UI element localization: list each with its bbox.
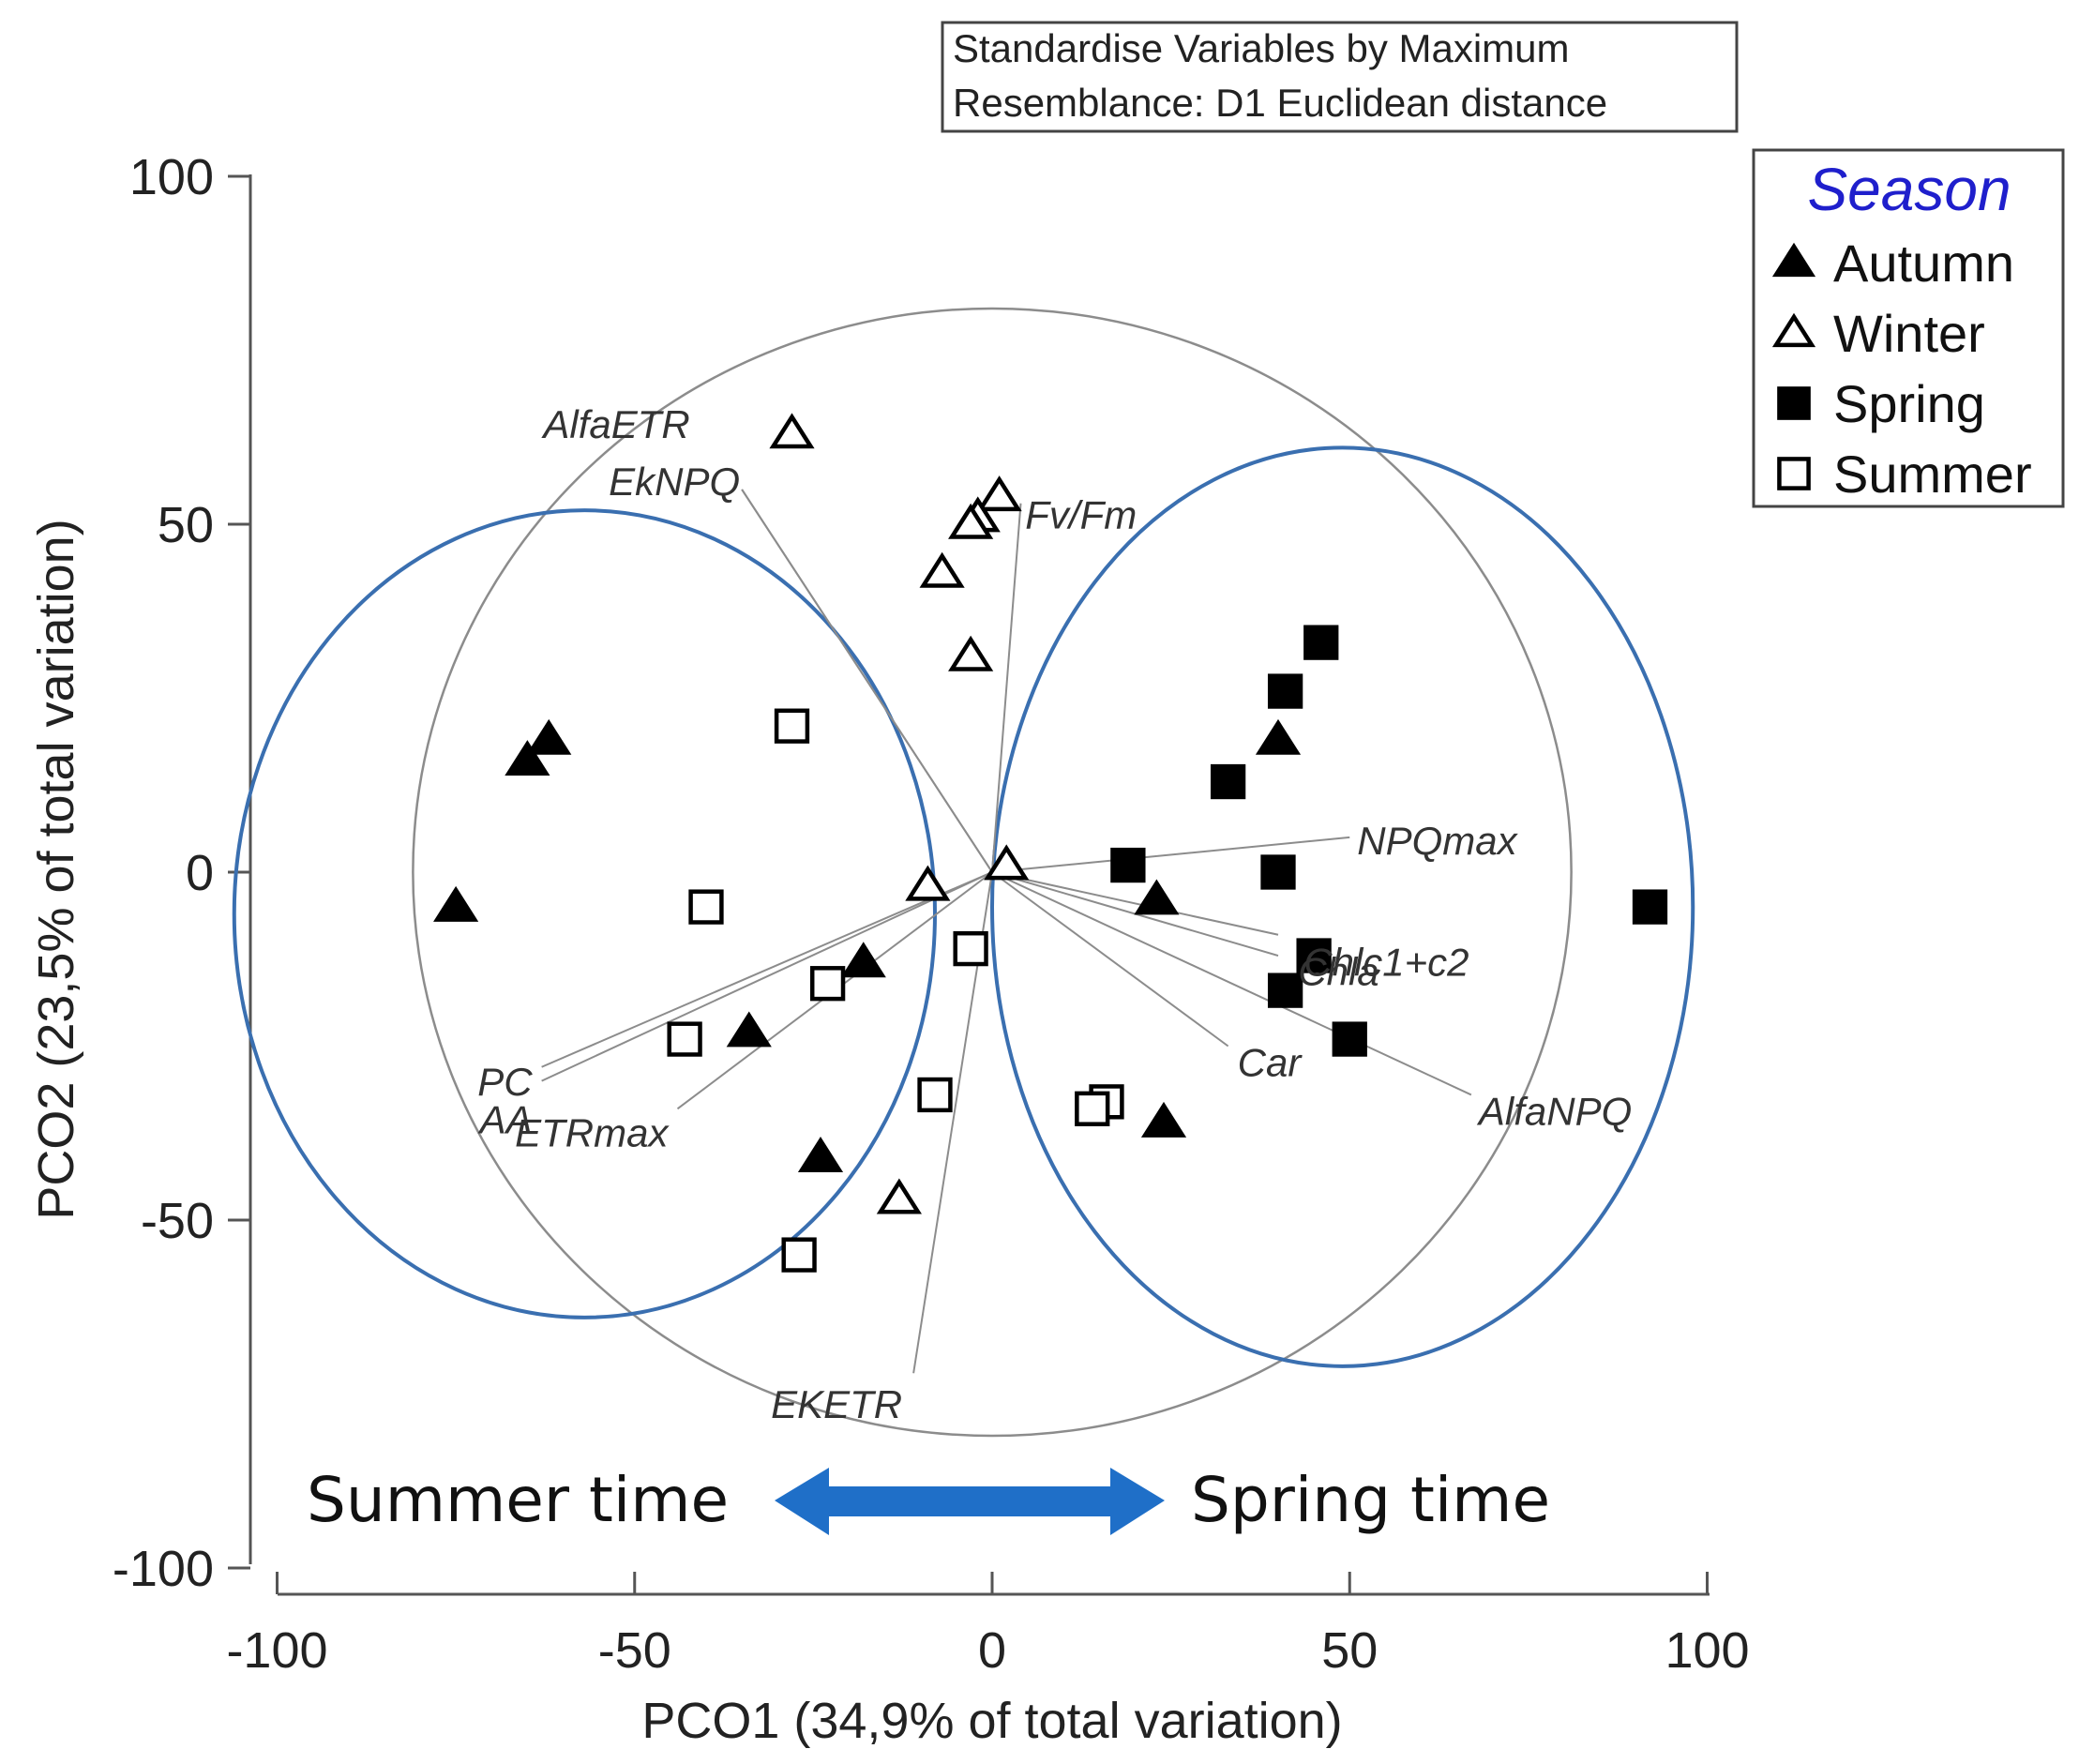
vector-line <box>991 871 1229 1048</box>
autumn-point <box>1140 1101 1187 1138</box>
legend-marker-autumn <box>1771 242 1816 278</box>
legend-label-winter: Winter <box>1833 304 1985 363</box>
autumn-point <box>840 942 886 978</box>
vector-line <box>991 503 1022 873</box>
summer-point <box>917 1077 953 1113</box>
summer-point <box>667 1021 702 1057</box>
winter-point <box>976 475 1022 512</box>
winter-point <box>905 865 951 901</box>
vector-label: Car <box>1238 1041 1303 1085</box>
vector-line <box>541 871 993 1068</box>
vectors <box>541 489 1472 1374</box>
vector-label: ETRmax <box>515 1110 670 1154</box>
vector-line <box>741 489 993 873</box>
ellipses <box>232 307 1695 1438</box>
summer-point <box>809 966 846 1002</box>
winter-point <box>948 635 994 671</box>
y-axis-title: PCO2 (23,5% of total variation) <box>28 519 84 1219</box>
vector-line <box>991 836 1350 873</box>
autumn-point <box>726 1011 772 1048</box>
winter-point <box>919 551 965 588</box>
vector-label: AA <box>477 1098 533 1142</box>
vector-label: EKETR <box>771 1382 902 1426</box>
info-line-2: Resemblance: D1 Euclidean distance <box>953 81 1607 125</box>
summer-point <box>774 708 810 744</box>
autumn-point <box>433 885 479 922</box>
legend-marker-spring <box>1777 386 1811 420</box>
autumn-point <box>797 1137 844 1172</box>
x-tick-label: -100 <box>226 1622 327 1679</box>
spring-point <box>1332 1021 1367 1057</box>
spring-point <box>1303 625 1339 660</box>
legend-label-summer: Summer <box>1833 445 2032 504</box>
spring-point <box>1267 972 1303 1008</box>
vector-label: AlfaETR <box>540 402 689 446</box>
spring-point <box>1110 847 1146 883</box>
double-arrow <box>775 1468 1165 1535</box>
x-tick-label: 100 <box>1665 1622 1749 1679</box>
winter-point <box>769 413 815 449</box>
winter-point <box>984 844 1030 881</box>
data-points <box>433 413 1668 1273</box>
vector-line <box>541 871 993 1082</box>
vector-label: EkNPQ <box>609 460 740 504</box>
tick-marks: -100 -50 0 50 100 -100 -50 0 50 100 <box>113 149 1750 1679</box>
autumn-point <box>1134 879 1180 915</box>
x-axis-title: PCO1 (34,9% of total variation) <box>641 1693 1342 1749</box>
legend-label-autumn: Autumn <box>1833 234 2014 293</box>
info-box: Standardise Variables by Maximum Resembl… <box>941 21 1739 133</box>
winter-point <box>876 1178 922 1214</box>
summer-point <box>953 930 988 967</box>
autumn-point <box>1255 718 1302 755</box>
annotation-right: Spring time <box>1191 1464 1550 1536</box>
vector-label: PC <box>477 1060 533 1104</box>
winter-point <box>948 503 994 539</box>
legend: Season Autumn Winter Spring Summer <box>1752 148 2065 508</box>
x-tick-label: 50 <box>1321 1622 1378 1679</box>
vector-label: Fv/Fm <box>1025 493 1137 537</box>
legend-label-spring: Spring <box>1833 374 1985 433</box>
vector-line <box>991 871 1472 1096</box>
autumn-point <box>526 718 572 755</box>
vector-label: NPQmax <box>1357 819 1518 863</box>
legend-marker-winter <box>1771 312 1816 348</box>
legend-title: Season <box>1807 156 2011 223</box>
spring-point <box>1260 854 1296 890</box>
y-tick-label: 0 <box>186 845 214 901</box>
legend-marker-summer <box>1777 457 1811 490</box>
grouping-ellipse-2 <box>990 445 1695 1368</box>
info-line-1: Standardise Variables by Maximum <box>953 26 1570 70</box>
y-tick-label: -100 <box>113 1541 214 1597</box>
y-tick-label: -50 <box>141 1193 214 1249</box>
spring-point <box>1210 763 1246 800</box>
y-tick-label: 100 <box>129 149 214 205</box>
vector-label: AlfaNPQ <box>1476 1089 1632 1133</box>
grouping-ellipse-1 <box>232 508 937 1319</box>
vector-line <box>991 871 1279 936</box>
x-tick-label: -50 <box>598 1622 671 1679</box>
spring-point <box>1267 673 1303 709</box>
y-tick-label: 50 <box>158 497 214 553</box>
correlation-circle <box>412 307 1573 1438</box>
spring-point <box>1632 889 1668 925</box>
autumn-point <box>505 740 550 776</box>
season-annotation: Summer time Spring time <box>307 1464 1550 1536</box>
summer-point <box>1075 1091 1110 1126</box>
annotation-left: Summer time <box>307 1464 729 1536</box>
summer-point <box>781 1237 817 1273</box>
summer-point <box>688 889 724 925</box>
vector-label: Chla <box>1298 949 1378 993</box>
x-tick-label: 0 <box>978 1622 1006 1679</box>
vector-label: Chlc1+c2 <box>1303 940 1469 984</box>
spring-point <box>1296 938 1332 973</box>
axes <box>249 174 1710 1596</box>
